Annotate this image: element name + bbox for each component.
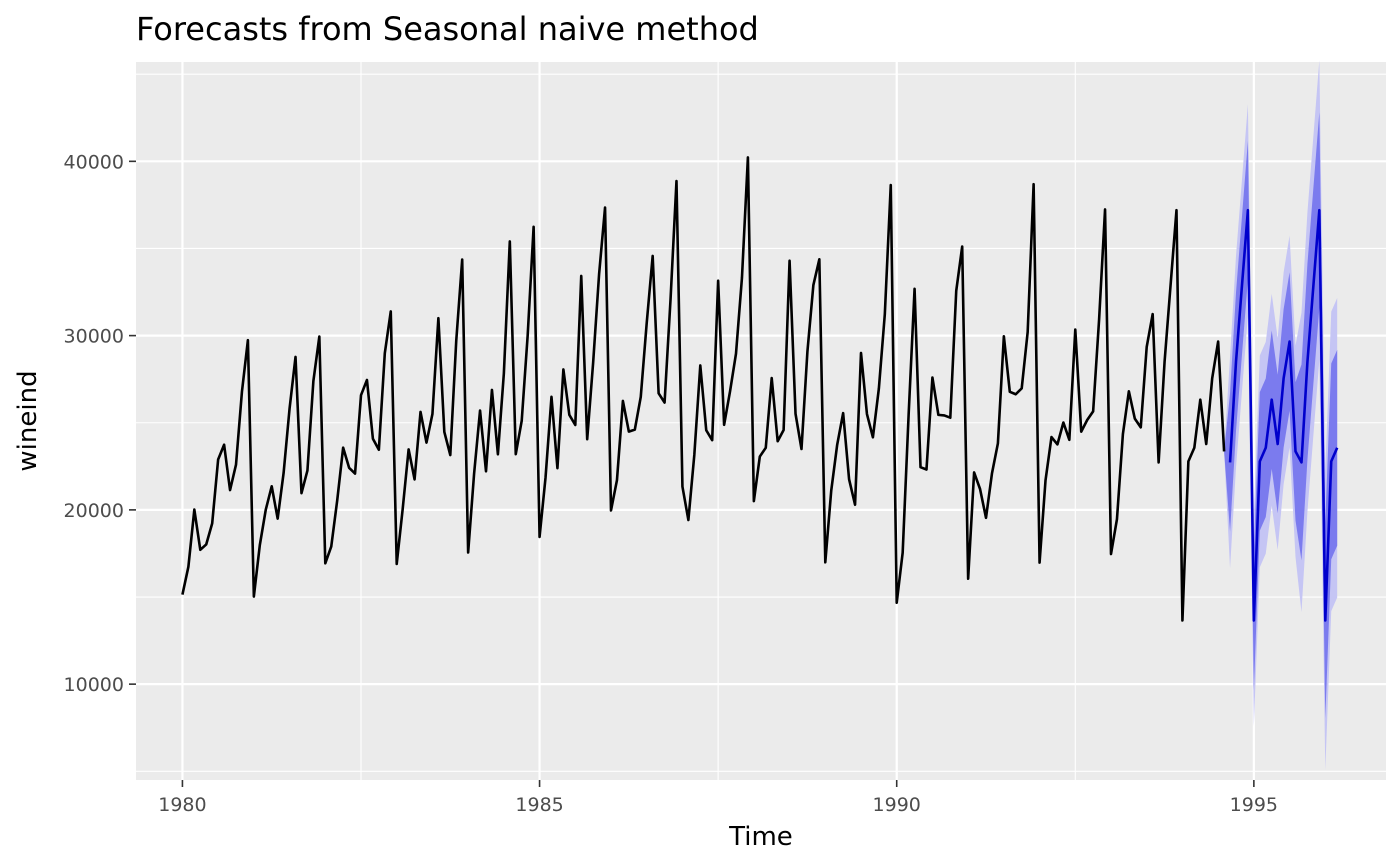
y-tick-label: 30000 [64, 326, 124, 348]
x-tick-label: 1990 [873, 794, 921, 816]
history-series-line [181, 156, 1226, 622]
series-group [181, 156, 1339, 622]
x-axis-title: Time [728, 822, 793, 852]
y-axis: 10000 20000 30000 40000 [64, 151, 136, 696]
grid-major [136, 62, 1386, 780]
x-tick-label: 1995 [1230, 794, 1278, 816]
x-tick-label: 1985 [515, 794, 563, 816]
y-tick-label: 10000 [64, 674, 124, 696]
forecast-mean-line [1228, 208, 1339, 622]
x-axis: 1980 1985 1990 1995 [158, 780, 1278, 816]
plot-panel [136, 62, 1386, 780]
y-axis-title: wineind [13, 370, 43, 471]
y-tick-label: 40000 [64, 151, 124, 173]
y-tick-label: 20000 [64, 500, 124, 522]
chart-title: Forecasts from Seasonal naive method [136, 10, 759, 48]
x-tick-label: 1980 [158, 794, 206, 816]
